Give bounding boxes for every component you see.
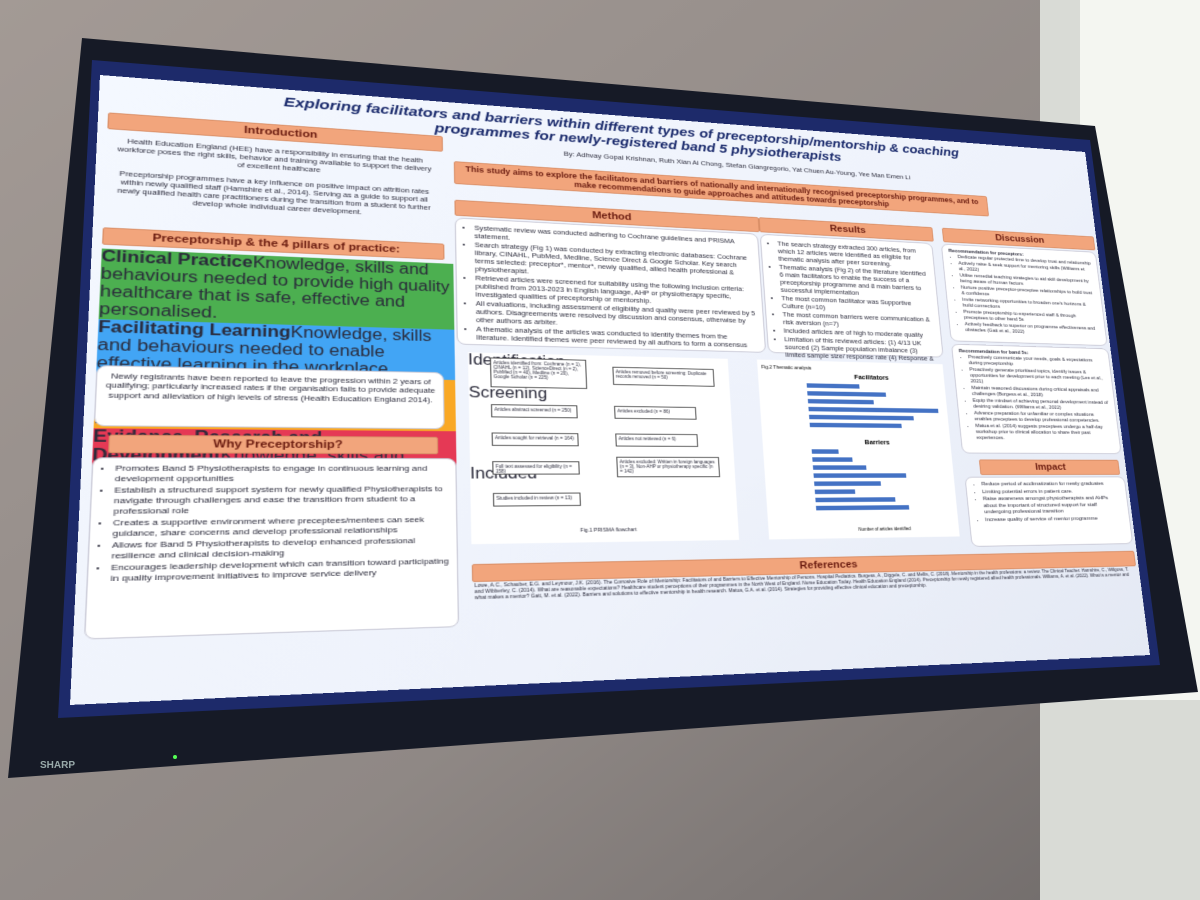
bullet: Equip the mindset of achieving personal … — [972, 398, 1109, 412]
bullet: Maintain reasoned discussions during cri… — [971, 386, 1108, 400]
bar — [814, 489, 856, 495]
bar — [806, 383, 860, 389]
tv-brand: SHARP — [40, 760, 75, 771]
caption: Fig.1 PRISMA flowchart — [580, 527, 637, 534]
bullet: Matua et al. (2014) suggests preceptees … — [975, 423, 1113, 442]
bullet: Increase quality of service of mentor pr… — [985, 516, 1124, 524]
bullet: Establish a structured support system fo… — [113, 484, 448, 517]
prisma-box: Articles sought for retrieval (n = 164) — [491, 432, 579, 447]
bar — [811, 449, 839, 454]
bar — [812, 465, 867, 470]
section-heading: Impact — [978, 459, 1121, 475]
bar — [815, 505, 910, 511]
prisma-flowchart: IdentificationScreeningIncludedArticles … — [467, 352, 740, 545]
bullet: Reduce period of acclimatization for new… — [981, 482, 1119, 489]
pillars: Clinical PracticeKnowledge, skills and b… — [90, 248, 458, 504]
pillar: Clinical PracticeKnowledge, skills and b… — [98, 248, 455, 330]
newly-box: Newly registrants have been reported to … — [93, 365, 445, 430]
bar — [815, 497, 896, 503]
bullet: Proactively generate prioritised topics,… — [969, 367, 1106, 387]
bar — [814, 481, 881, 486]
bar — [809, 422, 902, 429]
power-led — [173, 755, 177, 759]
poster: Exploring facilitators and barriers with… — [69, 75, 1151, 705]
prisma-box: Articles abstract screened (n = 250) — [490, 404, 578, 419]
prisma-box: Articles identified from: Cochrane (n = … — [489, 357, 588, 389]
results-box: The search strategy extracted 300 articl… — [759, 233, 944, 367]
bar-chart: Fig.2 Thematic analysis Facilitators Barri… — [761, 365, 939, 533]
bar — [812, 457, 853, 462]
band5-box: Recommendation for band 5s:Proactively c… — [951, 343, 1122, 455]
method-box: Systematic review was conducted adhering… — [454, 217, 767, 353]
prisma-box: Full text assessed for eligibility (n = … — [492, 461, 580, 475]
prisma-box: Articles not retrieved (n = 6) — [615, 433, 699, 447]
bullet: Thematic analysis (Fig 2) of the literat… — [779, 263, 931, 299]
chart-title: Facilitators — [854, 374, 889, 382]
prisma-box: Studies included in review (n = 13) — [492, 492, 581, 507]
why-box: Promotes Band 5 Physiotherapists to enga… — [83, 457, 460, 640]
bar — [807, 391, 887, 397]
chart-title: Barriers — [864, 439, 890, 446]
bullet: Limiting potential errors in patient car… — [982, 489, 1120, 496]
prisma-box: Articles excluded: Written in foreign la… — [616, 456, 721, 478]
caption: Fig.2 Thematic analysis — [761, 365, 812, 371]
discussion-box: Recommendation for preceptors:Dedicate r… — [940, 243, 1108, 347]
prisma-box: Articles excluded (n = 86) — [614, 405, 697, 420]
impact-box: Reduce period of acclimatization for new… — [964, 476, 1134, 547]
bar — [807, 398, 874, 405]
bar — [808, 414, 914, 421]
bar — [813, 473, 907, 478]
bullet: Promotes Band 5 Physiotherapists to enga… — [115, 464, 448, 485]
bar — [808, 406, 939, 414]
prisma-stage: Screening — [468, 384, 548, 403]
thematic-chart: Fig.2 Thematic analysis Facilitators Barri… — [756, 359, 960, 540]
bullet: Advance preparation for unfamiliar or co… — [974, 411, 1111, 424]
bullet: Raise awareness amongst physiotherapists… — [983, 496, 1123, 517]
prisma-box: Articles removed before screening: Dupli… — [612, 366, 715, 387]
section-heading: Why Preceptorship? — [108, 434, 439, 455]
x-axis-label: Number of articles identified — [858, 527, 911, 533]
